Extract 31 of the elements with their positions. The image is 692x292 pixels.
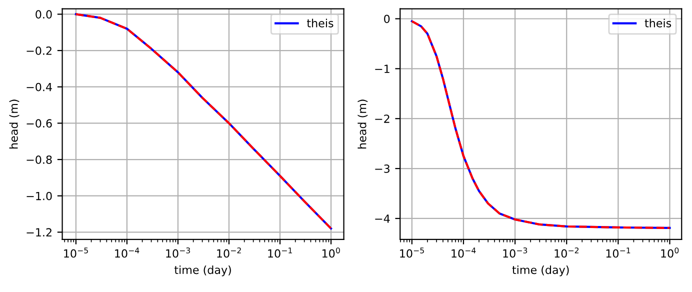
x-tick-label: 10$^{0}$	[322, 247, 340, 258]
x-tick-label: 10$^{−1}$	[606, 248, 630, 258]
y-tick-label: −0.6	[26, 119, 52, 128]
x-tick-label: 10$^{−5}$	[400, 248, 424, 258]
x-axis-title: time (day)	[512, 265, 569, 276]
x-tick-label: 10$^{−4}$	[115, 248, 140, 258]
y-tick-label: −0.4	[26, 82, 52, 92]
y-tick-label: −2	[375, 114, 390, 123]
x-tick-label: 10$^{−2}$	[554, 247, 578, 258]
y-axis-title: head (m)	[9, 100, 20, 148]
y-axis-title: head (m)	[358, 100, 368, 148]
y-tick-label: −3	[375, 164, 390, 173]
x-tick-label: 10$^{−3}$	[166, 247, 190, 258]
y-tick-label: −0.8	[26, 155, 52, 164]
x-tick-label: 10$^{0}$	[661, 247, 679, 258]
x-tick-label: 10$^{−1}$	[268, 248, 292, 258]
y-tick-label: 0	[384, 14, 390, 24]
y-tick-label: −4	[375, 214, 390, 223]
x-axis-title: time (day)	[174, 265, 231, 276]
y-tick-label: 0.0	[36, 10, 52, 19]
legend-label: theis	[306, 18, 334, 28]
y-tick-label: −1.2	[26, 228, 52, 236]
x-tick-label: 10$^{−3}$	[503, 247, 528, 258]
line-series	[74, 13, 332, 230]
y-tick-label: −1.0	[26, 192, 52, 200]
y-tick-label: −0.2	[26, 46, 52, 55]
y-tick-label: −1	[375, 64, 390, 73]
x-tick-label: 10$^{−2}$	[217, 247, 241, 258]
legend-label: theis	[644, 18, 672, 28]
x-tick-label: 10$^{−4}$	[452, 248, 476, 258]
x-tick-label: 10$^{−5}$	[64, 248, 88, 258]
